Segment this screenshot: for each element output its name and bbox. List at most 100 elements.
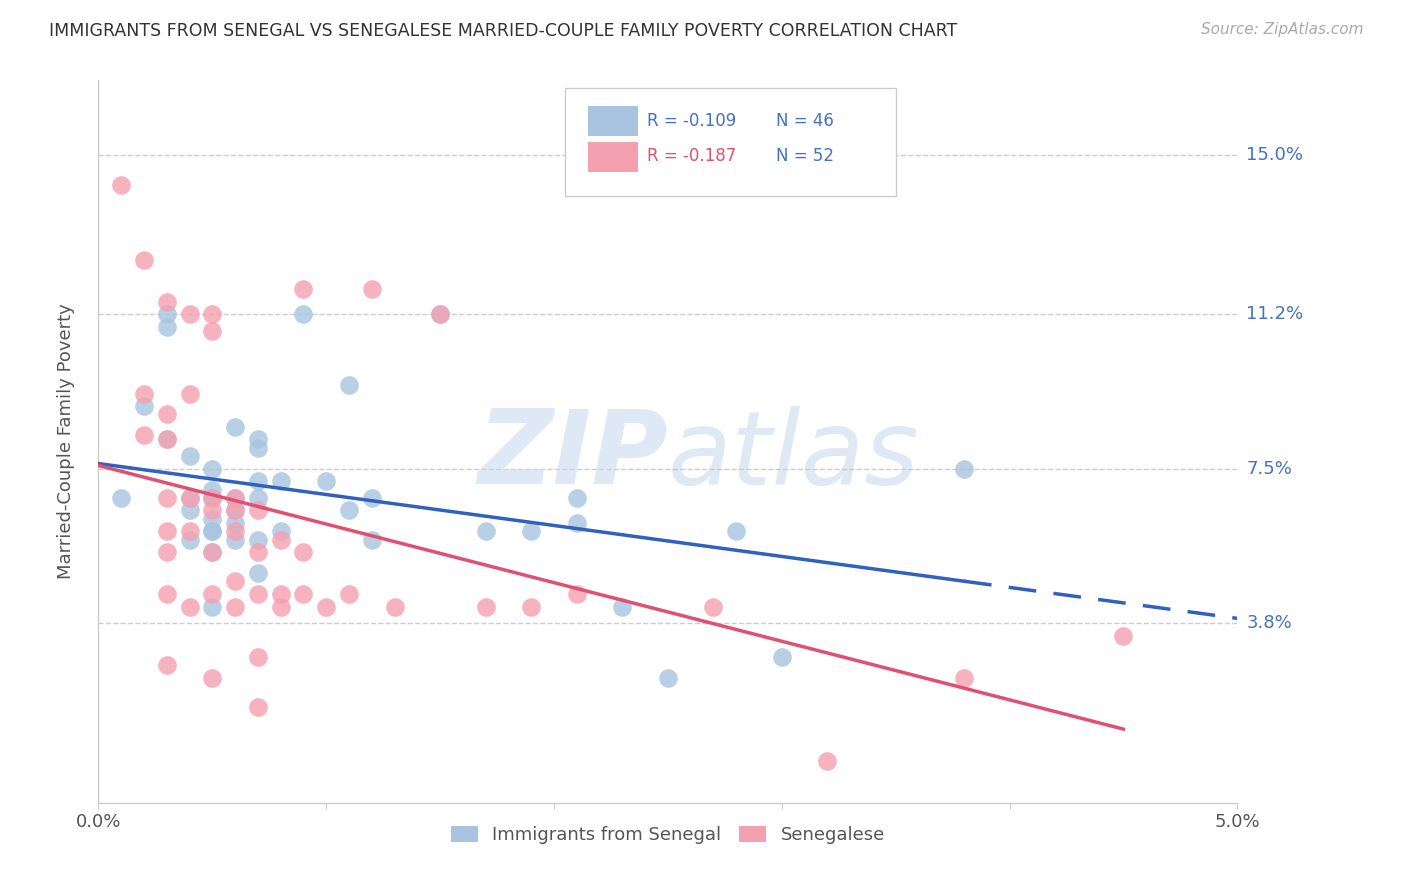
Point bbox=[246, 441, 269, 455]
Point bbox=[429, 307, 451, 321]
Point bbox=[246, 433, 269, 447]
Point bbox=[520, 599, 543, 614]
Point bbox=[132, 428, 155, 442]
Point bbox=[815, 754, 838, 768]
Point bbox=[360, 533, 382, 547]
Text: R = -0.187: R = -0.187 bbox=[647, 147, 737, 165]
Point bbox=[270, 599, 292, 614]
Point bbox=[246, 474, 269, 488]
Point bbox=[201, 545, 224, 559]
Point bbox=[520, 524, 543, 539]
Point bbox=[156, 491, 179, 505]
Point bbox=[246, 533, 269, 547]
Point bbox=[315, 474, 337, 488]
Point bbox=[201, 307, 224, 321]
Point bbox=[201, 524, 224, 539]
Point bbox=[474, 524, 496, 539]
Point bbox=[337, 378, 360, 392]
Point bbox=[246, 699, 269, 714]
Point bbox=[315, 599, 337, 614]
Point bbox=[270, 524, 292, 539]
Point bbox=[474, 599, 496, 614]
Point bbox=[179, 491, 201, 505]
Point bbox=[224, 503, 246, 517]
Point bbox=[201, 503, 224, 517]
Point bbox=[246, 545, 269, 559]
Point bbox=[201, 599, 224, 614]
Point bbox=[270, 587, 292, 601]
Point bbox=[179, 386, 201, 401]
Text: N = 46: N = 46 bbox=[776, 112, 834, 129]
Point bbox=[179, 524, 201, 539]
Text: 7.5%: 7.5% bbox=[1246, 459, 1292, 478]
Point bbox=[246, 503, 269, 517]
Point bbox=[132, 399, 155, 413]
Point bbox=[565, 587, 588, 601]
Point bbox=[156, 545, 179, 559]
Point bbox=[201, 512, 224, 526]
FancyBboxPatch shape bbox=[588, 105, 638, 136]
Point bbox=[612, 599, 634, 614]
Point bbox=[292, 587, 315, 601]
FancyBboxPatch shape bbox=[588, 142, 638, 172]
Point bbox=[565, 491, 588, 505]
Point bbox=[725, 524, 748, 539]
Point bbox=[110, 178, 132, 192]
Point bbox=[156, 408, 179, 422]
Point bbox=[246, 587, 269, 601]
Point bbox=[201, 483, 224, 497]
Point bbox=[360, 491, 382, 505]
Point bbox=[179, 307, 201, 321]
Point bbox=[246, 566, 269, 580]
Point bbox=[565, 516, 588, 530]
Text: R = -0.109: R = -0.109 bbox=[647, 112, 737, 129]
Point bbox=[292, 307, 315, 321]
Point bbox=[156, 587, 179, 601]
Point bbox=[337, 503, 360, 517]
Text: 11.2%: 11.2% bbox=[1246, 305, 1303, 323]
Point bbox=[156, 524, 179, 539]
Text: atlas: atlas bbox=[668, 406, 920, 506]
Point bbox=[337, 587, 360, 601]
Point bbox=[179, 599, 201, 614]
Point bbox=[224, 524, 246, 539]
Text: 3.8%: 3.8% bbox=[1246, 615, 1292, 632]
Point bbox=[179, 503, 201, 517]
Point bbox=[224, 503, 246, 517]
Point bbox=[156, 307, 179, 321]
Text: ZIP: ZIP bbox=[477, 406, 668, 507]
Point bbox=[201, 524, 224, 539]
Point bbox=[1112, 629, 1135, 643]
FancyBboxPatch shape bbox=[565, 87, 896, 196]
Point bbox=[224, 599, 246, 614]
Legend: Immigrants from Senegal, Senegalese: Immigrants from Senegal, Senegalese bbox=[443, 819, 893, 852]
Point bbox=[270, 533, 292, 547]
Point bbox=[201, 491, 224, 505]
Point bbox=[224, 491, 246, 505]
Y-axis label: Married-Couple Family Poverty: Married-Couple Family Poverty bbox=[56, 303, 75, 580]
Point bbox=[156, 294, 179, 309]
Point bbox=[246, 649, 269, 664]
Point bbox=[179, 533, 201, 547]
Point bbox=[201, 461, 224, 475]
Point bbox=[224, 574, 246, 589]
Point bbox=[224, 533, 246, 547]
Point bbox=[179, 449, 201, 463]
Point bbox=[132, 252, 155, 267]
Point bbox=[201, 545, 224, 559]
Point bbox=[156, 433, 179, 447]
Point bbox=[292, 545, 315, 559]
Point bbox=[156, 319, 179, 334]
Point bbox=[224, 491, 246, 505]
Point bbox=[179, 491, 201, 505]
Text: 15.0%: 15.0% bbox=[1246, 146, 1303, 164]
Point bbox=[201, 324, 224, 338]
Point bbox=[246, 491, 269, 505]
Text: IMMIGRANTS FROM SENEGAL VS SENEGALESE MARRIED-COUPLE FAMILY POVERTY CORRELATION : IMMIGRANTS FROM SENEGAL VS SENEGALESE MA… bbox=[49, 22, 957, 40]
Point bbox=[360, 282, 382, 296]
Point bbox=[132, 386, 155, 401]
Point bbox=[953, 461, 976, 475]
Point bbox=[770, 649, 793, 664]
Point bbox=[384, 599, 406, 614]
Point bbox=[201, 671, 224, 685]
